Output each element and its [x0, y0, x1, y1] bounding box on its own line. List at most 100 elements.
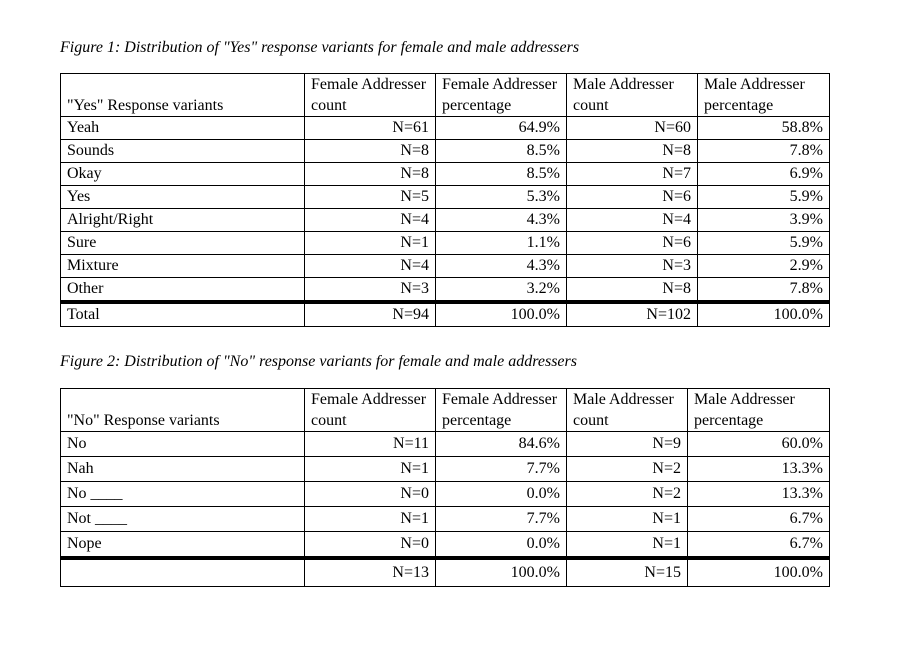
male-percentage-cell: 13.3%	[687, 456, 830, 482]
male-percentage-cell: 6.7%	[687, 531, 830, 559]
female-count-cell: N=4	[304, 254, 436, 278]
female-count-cell: N=8	[304, 139, 436, 163]
variant-cell: Mixture	[60, 254, 305, 278]
header-female-count: Female Addresser count	[304, 73, 436, 117]
table-row: Sure N=1 1.1% N=6 5.9%	[60, 231, 830, 255]
female-count-cell: N=13	[304, 556, 436, 587]
female-count-cell: N=5	[304, 185, 436, 209]
female-count-cell: N=94	[304, 300, 436, 327]
yes-response-table: "Yes" Response variants Female Addresser…	[60, 73, 830, 327]
male-percentage-cell: 5.9%	[697, 231, 830, 255]
variant-cell: Yeah	[60, 116, 305, 140]
female-count-cell: N=1	[304, 506, 436, 532]
female-percentage-cell: 3.2%	[435, 277, 567, 303]
male-count-cell: N=2	[566, 481, 688, 507]
male-count-cell: N=6	[566, 231, 698, 255]
variant-cell: No	[60, 431, 305, 457]
variant-cell: Total	[60, 300, 305, 327]
female-count-cell: N=8	[304, 162, 436, 186]
table-row: Nah N=1 7.7% N=2 13.3%	[60, 456, 830, 482]
table-header-row: "Yes" Response variants Female Addresser…	[60, 73, 830, 117]
header-variant: "Yes" Response variants	[60, 73, 305, 117]
table-row: No N=11 84.6% N=9 60.0%	[60, 431, 830, 457]
table-row: Yes N=5 5.3% N=6 5.9%	[60, 185, 830, 209]
male-count-cell: N=9	[566, 431, 688, 457]
header-male-percentage: Male Addresser percentage	[697, 73, 830, 117]
table-row: Yeah N=61 64.9% N=60 58.8%	[60, 116, 830, 140]
male-percentage-cell: 6.7%	[687, 506, 830, 532]
female-percentage-cell: 64.9%	[435, 116, 567, 140]
male-count-cell: N=8	[566, 139, 698, 163]
male-count-cell: N=1	[566, 531, 688, 559]
male-count-cell: N=6	[566, 185, 698, 209]
no-response-table: "No" Response variants Female Addresser …	[60, 388, 830, 587]
variant-cell: Other	[60, 277, 305, 303]
table-row: Okay N=8 8.5% N=7 6.9%	[60, 162, 830, 186]
table-row: Sounds N=8 8.5% N=8 7.8%	[60, 139, 830, 163]
variant-cell: Sounds	[60, 139, 305, 163]
table-row: Mixture N=4 4.3% N=3 2.9%	[60, 254, 830, 278]
total-row: Total N=94 100.0% N=102 100.0%	[60, 300, 830, 327]
male-percentage-cell: 3.9%	[697, 208, 830, 232]
female-percentage-cell: 4.3%	[435, 254, 567, 278]
male-count-cell: N=15	[566, 556, 688, 587]
female-count-cell: N=0	[304, 531, 436, 559]
variant-cell: Nah	[60, 456, 305, 482]
female-percentage-cell: 100.0%	[435, 556, 567, 587]
female-count-cell: N=61	[304, 116, 436, 140]
header-male-percentage: Male Addresser percentage	[687, 388, 830, 432]
female-percentage-cell: 1.1%	[435, 231, 567, 255]
female-count-cell: N=3	[304, 277, 436, 303]
male-percentage-cell: 7.8%	[697, 277, 830, 303]
female-percentage-cell: 7.7%	[435, 456, 567, 482]
variant-cell: Not ____	[60, 506, 305, 532]
male-count-cell: N=3	[566, 254, 698, 278]
header-female-count: Female Addresser count	[304, 388, 436, 432]
male-count-cell: N=102	[566, 300, 698, 327]
total-row: N=13 100.0% N=15 100.0%	[60, 556, 830, 587]
female-count-cell: N=11	[304, 431, 436, 457]
male-percentage-cell: 58.8%	[697, 116, 830, 140]
table-header-row: "No" Response variants Female Addresser …	[60, 388, 830, 432]
female-percentage-cell: 8.5%	[435, 139, 567, 163]
female-percentage-cell: 84.6%	[435, 431, 567, 457]
male-percentage-cell: 6.9%	[697, 162, 830, 186]
female-count-cell: N=0	[304, 481, 436, 507]
male-percentage-cell: 13.3%	[687, 481, 830, 507]
female-percentage-cell: 7.7%	[435, 506, 567, 532]
male-percentage-cell: 5.9%	[697, 185, 830, 209]
table-row: Not ____ N=1 7.7% N=1 6.7%	[60, 506, 830, 532]
female-count-cell: N=4	[304, 208, 436, 232]
header-male-count: Male Addresser count	[566, 73, 698, 117]
figure-2-caption: Figure 2: Distribution of "No" response …	[60, 353, 577, 370]
male-percentage-cell: 60.0%	[687, 431, 830, 457]
female-percentage-cell: 0.0%	[435, 481, 567, 507]
variant-cell	[60, 556, 305, 587]
variant-cell: No ____	[60, 481, 305, 507]
male-count-cell: N=2	[566, 456, 688, 482]
female-count-cell: N=1	[304, 456, 436, 482]
variant-cell: Alright/Right	[60, 208, 305, 232]
male-percentage-cell: 100.0%	[687, 556, 830, 587]
header-female-percentage: Female Addresser percentage	[435, 73, 567, 117]
female-percentage-cell: 5.3%	[435, 185, 567, 209]
female-percentage-cell: 0.0%	[435, 531, 567, 559]
male-count-cell: N=7	[566, 162, 698, 186]
female-percentage-cell: 100.0%	[435, 300, 567, 327]
female-percentage-cell: 4.3%	[435, 208, 567, 232]
male-count-cell: N=4	[566, 208, 698, 232]
female-percentage-cell: 8.5%	[435, 162, 567, 186]
variant-cell: Yes	[60, 185, 305, 209]
variant-cell: Okay	[60, 162, 305, 186]
variant-cell: Sure	[60, 231, 305, 255]
male-count-cell: N=8	[566, 277, 698, 303]
table-row: Nope N=0 0.0% N=1 6.7%	[60, 531, 830, 559]
male-count-cell: N=1	[566, 506, 688, 532]
variant-cell: Nope	[60, 531, 305, 559]
table-row: No ____ N=0 0.0% N=2 13.3%	[60, 481, 830, 507]
figure-1-caption: Figure 1: Distribution of "Yes" response…	[60, 39, 580, 56]
male-percentage-cell: 100.0%	[697, 300, 830, 327]
female-count-cell: N=1	[304, 231, 436, 255]
table-row: Other N=3 3.2% N=8 7.8%	[60, 277, 830, 303]
header-female-percentage: Female Addresser percentage	[435, 388, 567, 432]
